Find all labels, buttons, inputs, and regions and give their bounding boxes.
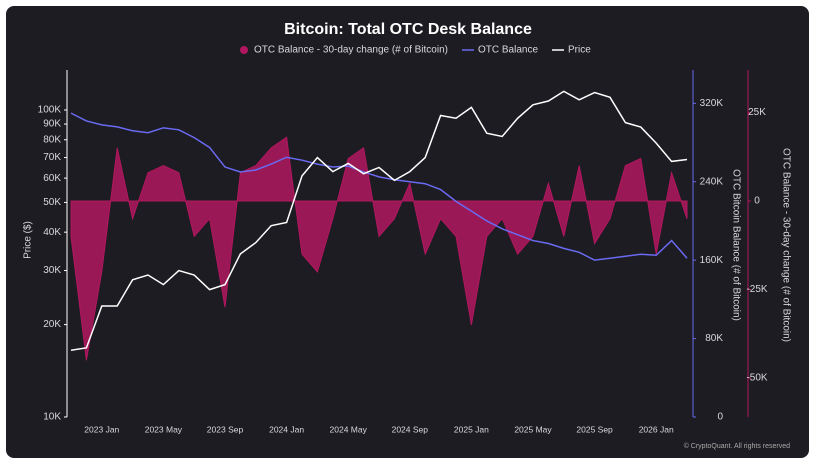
legend-label: Price: [568, 45, 591, 56]
y2-tick-label: 80K: [705, 333, 723, 344]
y-tick-label: 30K: [43, 265, 61, 276]
y-tick-label: 40K: [43, 227, 61, 238]
x-tick-label: 2026 Jan: [639, 424, 674, 434]
y2-axis-title: OTC Bitcoin Balance (# of Bitcoin): [730, 169, 741, 321]
legend-label: OTC Balance: [478, 45, 538, 56]
y2-tick-label: 0: [717, 412, 723, 423]
x-tick-label: 2023 Jan: [84, 424, 119, 434]
area: [70, 136, 688, 361]
x-tick-label: 2025 May: [514, 424, 552, 434]
y-axis-title: Price ($): [23, 221, 34, 259]
x-tick-label: 2024 May: [330, 424, 368, 434]
legend-swatch: [240, 46, 248, 54]
x-tick-label: 2023 Sep: [207, 424, 244, 434]
x-tick-label: 2025 Sep: [576, 424, 613, 434]
y3-tick-label: 0: [754, 196, 760, 207]
y-tick-label: 50K: [43, 197, 61, 208]
x-tick-label: 2024 Sep: [392, 424, 429, 434]
y-tick-label: 20K: [43, 319, 61, 330]
footer: © CryptoQuant. All rights reserved: [684, 442, 790, 450]
y-tick-label: 60K: [43, 173, 61, 184]
x-tick-label: 2024 Jan: [269, 424, 304, 434]
y3-tick-label: 25K: [748, 107, 766, 118]
y-tick-label: 80K: [43, 134, 61, 145]
panel: [6, 6, 809, 458]
y2-tick-label: 320K: [700, 98, 724, 109]
y-tick-label: 70K: [43, 152, 61, 163]
y3-tick-label: -50K: [746, 373, 767, 384]
x-tick-label: 2023 May: [145, 424, 183, 434]
y3-axis-title: OTC Balance - 30-day change (# of Bitcoi…: [780, 148, 791, 342]
y-tick-label: 90K: [43, 119, 61, 130]
y2-tick-label: 240K: [700, 176, 724, 187]
y3-tick-label: -25K: [746, 284, 767, 295]
line: [70, 112, 688, 261]
y-tick-label: 10K: [43, 412, 61, 423]
y-tick-label: 100K: [38, 105, 62, 116]
x-tick-label: 2025 Jan: [454, 424, 489, 434]
line: [70, 90, 688, 351]
y2-tick-label: 160K: [700, 255, 724, 266]
chart-title: Bitcoin: Total OTC Desk Balance: [284, 21, 532, 38]
legend-label: OTC Balance - 30-day change (# of Bitcoi…: [254, 45, 448, 56]
